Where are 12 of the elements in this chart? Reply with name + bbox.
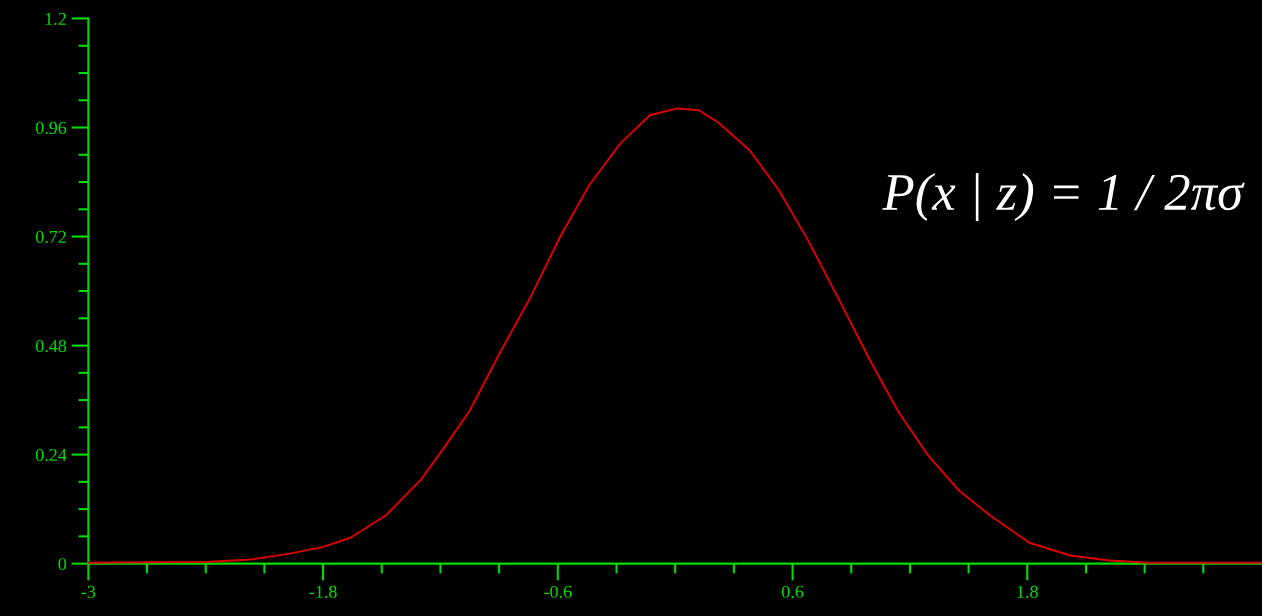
x-tick-label: 1.8: [1017, 585, 1038, 598]
y-tick-label: 0.24: [35, 448, 67, 462]
x-tick-label: -0.6: [544, 585, 572, 598]
x-tick-label: -3: [81, 585, 96, 598]
y-tick-label: 0.48: [35, 339, 67, 353]
annotation: P(x | z) = 1 / 2πσ: [882, 173, 1245, 222]
y-tick-label: 0.96: [35, 121, 67, 135]
y-tick-label: 0.72: [35, 230, 66, 244]
x-tick-label: 0.6: [781, 585, 804, 598]
x-tick-label: -1.8: [309, 585, 337, 598]
y-tick-label: 1.2: [45, 12, 66, 25]
y-tick-label: 0: [58, 557, 67, 571]
